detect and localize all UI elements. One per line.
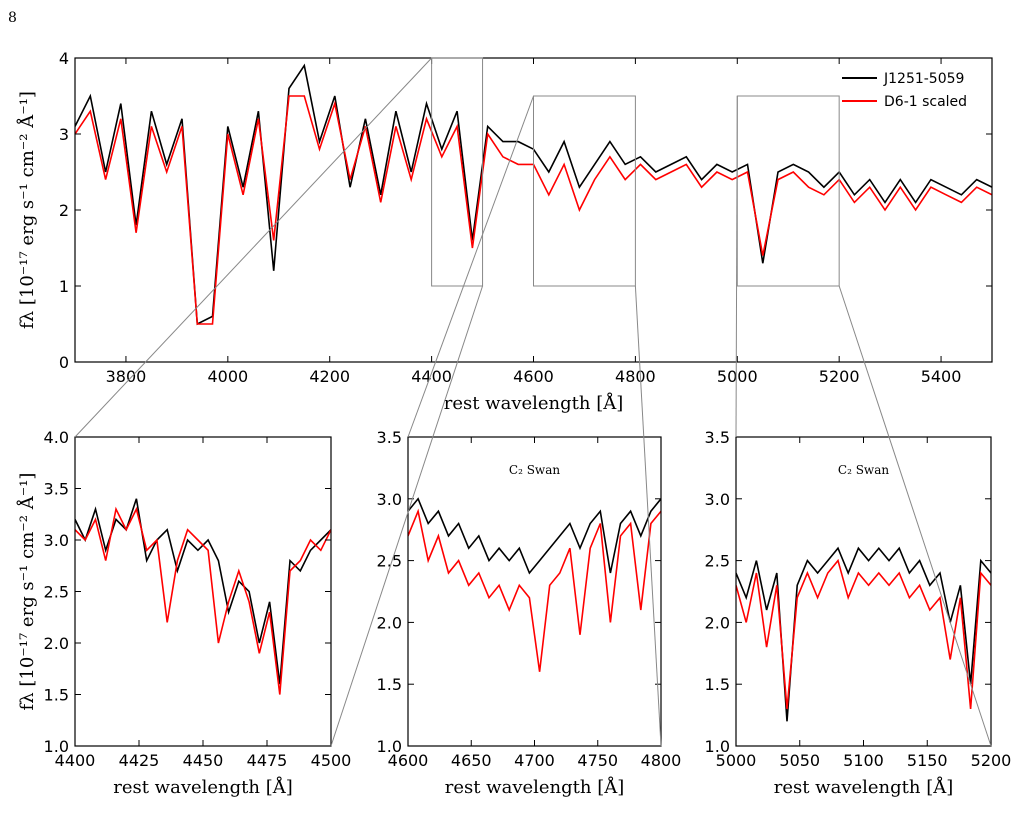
spectrum-line xyxy=(75,498,331,685)
y-tick-label: 4 xyxy=(59,49,69,68)
y-tick-label: 1.0 xyxy=(44,737,69,756)
y-tick-label: 2.0 xyxy=(377,613,402,632)
x-axis-label: rest wavelength [Å] xyxy=(113,776,293,798)
x-tick-label: 4000 xyxy=(207,367,248,386)
zoom-connector xyxy=(735,95,738,438)
y-tick-label: 3.0 xyxy=(705,490,730,509)
y-tick-label: 3 xyxy=(59,125,69,144)
x-axis-label: rest wavelength [Å] xyxy=(774,776,954,798)
y-tick-label: 2.5 xyxy=(705,552,730,571)
y-tick-label: 3.5 xyxy=(44,480,69,499)
x-tick-label: 4400 xyxy=(411,367,452,386)
annotation: C₂ Swan xyxy=(838,463,889,477)
y-tick-label: 2.0 xyxy=(705,613,730,632)
zoom-connector xyxy=(407,95,534,438)
x-tick-label: 5000 xyxy=(717,367,758,386)
x-tick-label: 4800 xyxy=(641,751,682,770)
x-tick-label: 4750 xyxy=(577,751,618,770)
y-tick-label: 0 xyxy=(59,353,69,372)
x-tick-label: 5200 xyxy=(819,367,860,386)
x-tick-label: 5050 xyxy=(779,751,820,770)
zoom-box xyxy=(533,95,636,287)
zoom-connector xyxy=(634,285,662,747)
plot-frame xyxy=(407,436,662,747)
x-tick-label: 4200 xyxy=(309,367,350,386)
x-tick-label: 4500 xyxy=(311,751,352,770)
y-tick-label: 2 xyxy=(59,201,69,220)
x-tick-label: 4600 xyxy=(513,367,554,386)
y-tick-label: 2.5 xyxy=(377,552,402,571)
y-tick-label: 2.5 xyxy=(44,583,69,602)
y-tick-label: 1 xyxy=(59,277,69,296)
zoom-connector xyxy=(838,285,992,747)
y-tick-label: 1.0 xyxy=(705,737,730,756)
y-tick-label: 2.0 xyxy=(44,634,69,653)
page-number: 8 xyxy=(8,10,17,26)
x-tick-label: 5000 xyxy=(716,751,757,770)
y-tick-label: 4.0 xyxy=(44,428,69,447)
zoom-box xyxy=(736,95,840,287)
legend-label: D6-1 scaled xyxy=(884,94,967,110)
x-tick-label: 4400 xyxy=(55,751,96,770)
x-tick-label: 4450 xyxy=(183,751,224,770)
x-tick-label: 4600 xyxy=(388,751,429,770)
x-tick-label: 5200 xyxy=(971,751,1012,770)
y-tick-label: 1.5 xyxy=(377,675,402,694)
annotation: C₂ Swan xyxy=(509,463,560,477)
x-tick-label: 4700 xyxy=(514,751,555,770)
x-tick-label: 4425 xyxy=(119,751,160,770)
spectrum-line xyxy=(408,508,661,672)
spectrum-line xyxy=(408,497,661,575)
y-tick-label: 3.0 xyxy=(44,531,69,550)
x-tick-label: 4650 xyxy=(451,751,492,770)
y-tick-label: 1.5 xyxy=(44,686,69,705)
y-tick-label: 3.5 xyxy=(705,428,730,447)
x-axis-label: rest wavelength [Å] xyxy=(444,392,624,414)
y-tick-label: 3.0 xyxy=(377,490,402,509)
x-tick-label: 5400 xyxy=(921,367,962,386)
y-axis-label: fλ [10⁻¹⁷ erg s⁻¹ cm⁻² Å⁻¹] xyxy=(16,91,38,329)
plot-frame xyxy=(735,436,992,747)
plot-frame xyxy=(74,436,332,747)
x-tick-label: 4800 xyxy=(615,367,656,386)
y-tick-label: 3.5 xyxy=(377,428,402,447)
zoom-connector xyxy=(74,57,432,438)
legend-label: J1251-5059 xyxy=(883,71,964,87)
x-tick-label: 4475 xyxy=(247,751,288,770)
zoom-box xyxy=(431,57,484,287)
y-axis-label: fλ [10⁻¹⁷ erg s⁻¹ cm⁻² Å⁻¹] xyxy=(16,473,38,711)
y-tick-label: 1.5 xyxy=(705,675,730,694)
y-tick-label: 1.0 xyxy=(377,737,402,756)
zoom-connector xyxy=(330,285,484,747)
spectrum-line xyxy=(736,558,991,709)
x-tick-label: 5100 xyxy=(843,751,884,770)
x-tick-label: 5150 xyxy=(907,751,948,770)
x-axis-label: rest wavelength [Å] xyxy=(445,776,625,798)
spectrum-line xyxy=(736,546,991,722)
spectrum-line xyxy=(75,506,331,695)
